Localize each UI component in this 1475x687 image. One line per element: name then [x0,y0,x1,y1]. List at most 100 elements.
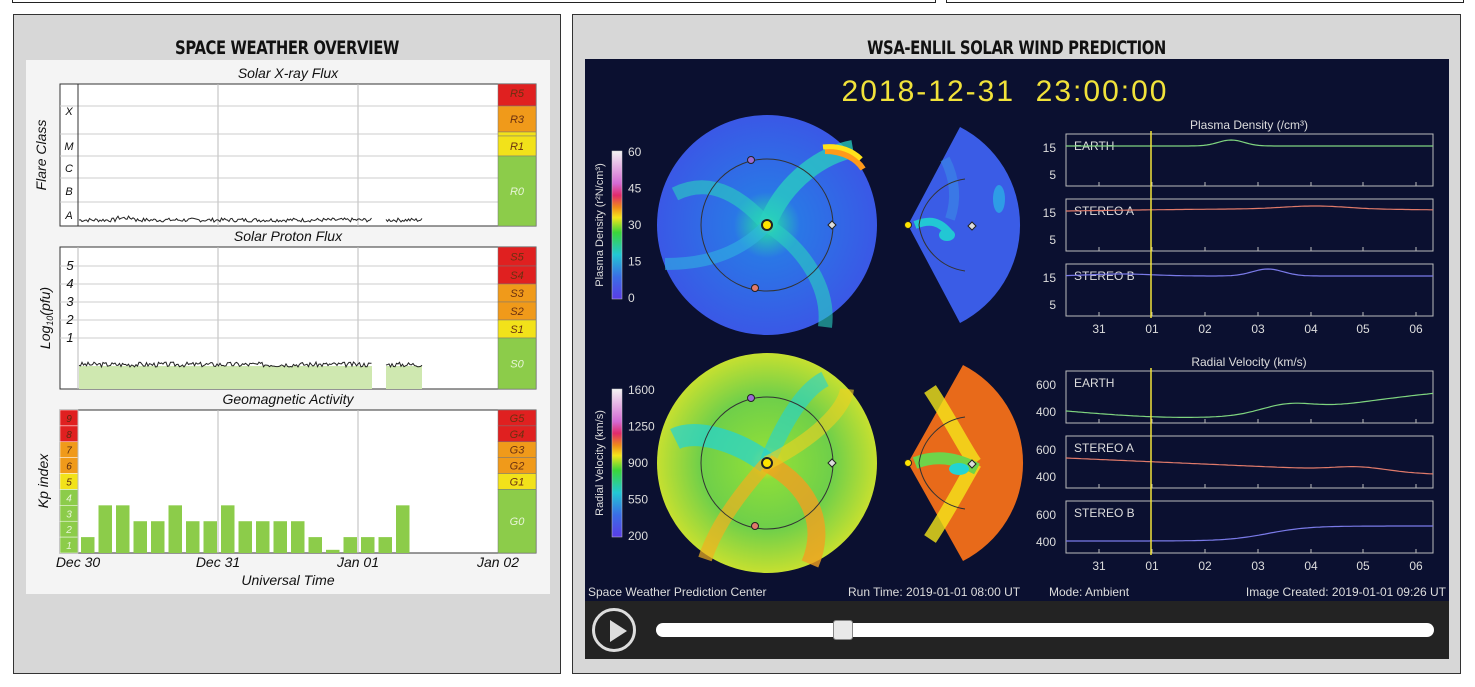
solar-radiation-scale-block [497,337,537,390]
kp-bar [396,505,410,553]
line-plot-tick: 5 [1049,233,1056,247]
kp-bar [238,521,252,553]
density-colorbar-tick: 60 [628,145,642,159]
kp-bar [81,537,95,553]
density-polar-plot [657,115,877,335]
proton-title: Solar Proton Flux [234,228,343,244]
flare-class-label: B [65,186,72,198]
kp-bar [378,537,392,553]
density-colorbar-label: Plasma Density (r²N/cm³) [594,163,606,286]
density-plot-title: Plasma Density (/cm³) [1190,118,1308,132]
time-axis-label: 03 [1251,322,1265,336]
line-plot-tick: 600 [1036,443,1056,457]
density-colorbar-tick: 15 [628,255,642,269]
time-axis-label: 04 [1304,322,1318,336]
spacecraft-label: EARTH [1074,376,1114,390]
kp-bar [203,521,217,553]
proton-tick-label: 3 [66,294,74,309]
kp-level-label: 4 [66,493,72,504]
kp-level-label: 1 [66,541,72,552]
time-axis-label: 01 [1145,559,1159,573]
solar-radiation-scale-label: S2 [510,306,523,318]
kp-bar [133,521,147,553]
line-plot-tick: 400 [1036,470,1056,484]
kp-level-label: 6 [66,462,72,473]
top-right-frame [946,0,1464,3]
velocity-colorbar-tick: 900 [628,456,648,470]
velocity-colorbar-tick: 550 [628,493,648,507]
flare-class-label: X [64,106,73,118]
radio-blackout-scale-label: R1 [510,141,524,153]
proton-tick-label: 2 [65,312,74,327]
solar-radiation-scale-label: S4 [510,270,523,282]
line-plot-frame [1065,500,1434,554]
density-colorbar [611,150,623,300]
kp-bar [326,549,340,553]
xray-scale-block [497,155,537,227]
time-slider-track[interactable] [656,623,1434,637]
kp-bar [186,521,200,553]
play-button[interactable] [592,608,636,652]
line-plot-tick: 5 [1049,168,1056,182]
flare-class-label: M [64,141,74,153]
kp-bar [168,505,182,553]
kp-bar [343,537,357,553]
line-plot-tick: 5 [1049,298,1056,312]
spacecraft-trace [1065,457,1434,475]
proton-plot-frame [59,246,537,390]
kp-level-label: 2 [65,525,72,536]
time-axis-label: 31 [1092,559,1106,573]
time-axis-label: 06 [1409,322,1423,336]
velocity-colorbar [611,388,623,538]
time-axis-label: 05 [1356,559,1370,573]
line-plot-frame [1065,370,1434,424]
geomag-title: Geomagnetic Activity [223,391,355,407]
line-plot-tick: 600 [1036,508,1056,522]
geomagnetic-storm-scale-label: G0 [510,516,526,528]
time-axis-label: Jan 01 [336,554,379,570]
geomagnetic-storm-scale-label: G4 [510,429,525,441]
flare-class-label: C [65,163,73,175]
xray-scale-block [497,131,537,137]
time-axis-label: 05 [1356,322,1370,336]
top-left-frame [12,0,936,3]
spacecraft-trace [1066,139,1433,147]
radio-blackout-scale-label: R5 [510,88,525,100]
kp-level-label: 5 [66,478,72,489]
kp-bar [98,505,112,553]
density-colorbar-tick: 30 [628,218,642,232]
enlil-prediction-image: 2018-12-31 23:00:00 Plasma Density (r²N/… [588,75,1447,599]
enlil-animation-frame[interactable]: 2018-12-31 23:00:00 Plasma Density (r²N/… [585,59,1449,601]
time-axis-label: 02 [1198,322,1212,336]
line-plot-frame [1065,133,1434,187]
playback-controls [585,601,1449,659]
time-axis-label: 01 [1145,322,1159,336]
velocity-colorbar-tick: 1250 [628,420,655,434]
density-meridional-plot [904,127,1021,323]
velocity-colorbar-label: Radial Velocity (km/s) [594,410,606,516]
flare-class-label: A [64,210,72,222]
kp-bar [116,505,130,553]
geomag-ylabel: Kp index [35,453,51,508]
solar-radiation-scale-label: S5 [510,252,524,264]
proton-flux-area [386,366,422,389]
time-axis-label: 02 [1198,559,1212,573]
footer-runtime: Run Time: 2019-01-01 08:00 UT [848,585,1021,599]
spacecraft-trace [1066,205,1433,212]
overview-title: SPACE WEATHER OVERVIEW [175,37,399,59]
time-axis-label: Jan 02 [476,554,519,570]
footer-org: Space Weather Prediction Center [588,585,767,599]
geomagnetic-storm-scale-block [497,489,537,554]
xray-scale-block [497,105,537,133]
solar-radiation-scale-label: S0 [510,359,524,371]
line-plot-frame [1065,263,1434,317]
line-plot-tick: 15 [1043,141,1057,155]
timestamp: 2018-12-31 23:00:00 [842,75,1169,108]
line-plot-frame [1065,435,1434,489]
time-slider-handle[interactable] [832,620,853,640]
radio-blackout-scale-label: R3 [510,114,525,126]
proton-tick-label: 4 [66,276,73,291]
